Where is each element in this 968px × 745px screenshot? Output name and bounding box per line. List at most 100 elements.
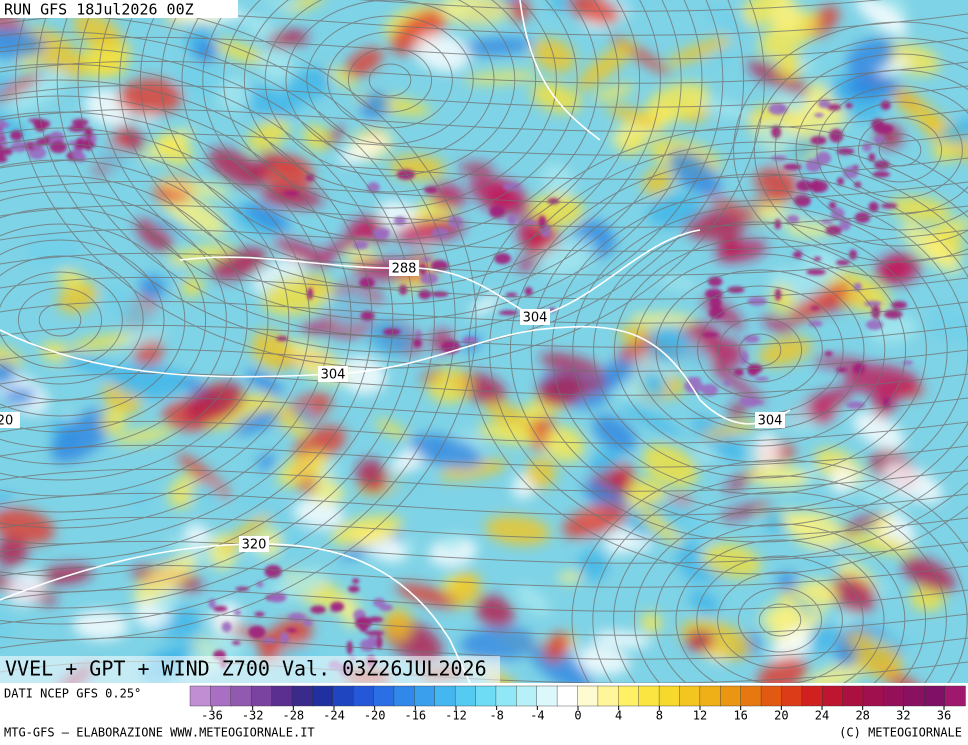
- field-blob: [770, 627, 816, 664]
- field-blob: [2, 387, 37, 406]
- field-blob: [0, 537, 28, 568]
- colorbar-swatch: [393, 685, 416, 707]
- cell: [733, 368, 744, 377]
- cell: [845, 102, 853, 109]
- cell: [261, 637, 278, 644]
- cell: [348, 585, 360, 593]
- streamline: [634, 253, 886, 447]
- cell: [248, 625, 266, 639]
- contour-line: [519, 0, 601, 141]
- streamline: [0, 156, 968, 180]
- field-blob: [606, 104, 662, 128]
- field-blob: [60, 352, 130, 381]
- cell: [814, 112, 824, 118]
- field-blob: [593, 84, 635, 101]
- streamline: [572, 205, 948, 495]
- cell: [826, 103, 842, 111]
- contour-label-box: [318, 366, 348, 382]
- field-blob: [855, 0, 908, 37]
- streamline: [0, 0, 477, 641]
- field-blob: [255, 270, 298, 296]
- field-blob: [117, 78, 183, 116]
- contour-label: 304: [758, 414, 783, 429]
- field-blob: [689, 590, 720, 616]
- colorbar-swatch: [781, 685, 803, 707]
- cell: [71, 118, 89, 127]
- streamline: [530, 173, 968, 527]
- colorbar-swatch: [230, 685, 252, 707]
- cell: [372, 597, 386, 608]
- streamline: [655, 269, 865, 431]
- field-blob: [642, 444, 698, 488]
- cell: [498, 310, 519, 316]
- streamline: [223, 0, 557, 209]
- streamline: [160, 0, 620, 257]
- colorbar-swatch: [475, 685, 497, 707]
- streamline: [0, 588, 968, 612]
- field-blob: [428, 536, 478, 568]
- streamline: [0, 348, 968, 372]
- streamline: [0, 204, 968, 228]
- colorbar-swatch: [536, 685, 558, 707]
- streamline: [306, 15, 474, 145]
- field-blob: [540, 163, 576, 195]
- field-blob: [577, 550, 609, 581]
- streamline: [243, 0, 537, 193]
- streamline: [368, 63, 412, 97]
- field-blob: [181, 276, 204, 297]
- field-blob: [360, 92, 390, 120]
- cell: [310, 605, 326, 614]
- cell: [818, 99, 831, 109]
- colorbar-swatch: [210, 685, 232, 707]
- colorbar-swatch: [862, 685, 885, 707]
- run-label: RUN GFS 18Jul2026 00Z: [4, 1, 194, 19]
- field-blob: [262, 155, 314, 193]
- streamline: [0, 79, 373, 561]
- cell: [420, 272, 438, 285]
- cell: [739, 396, 760, 407]
- field-blob: [576, 41, 634, 91]
- field-blob: [844, 73, 900, 100]
- field-blob: [834, 640, 858, 668]
- field-blob: [427, 367, 472, 404]
- contour-label: 304: [321, 368, 346, 383]
- field-blob: [658, 276, 699, 290]
- streamline: [0, 255, 144, 385]
- cell: [373, 230, 389, 241]
- vertical-velocity-field: [0, 0, 968, 683]
- cell: [902, 360, 914, 365]
- colorbar-swatch: [801, 685, 823, 707]
- streamline: [0, 36, 968, 60]
- streamline: [0, 420, 968, 444]
- cell: [872, 171, 891, 178]
- streamline: [0, 492, 968, 516]
- footer-right: (C) METEOGIORNALE: [839, 726, 962, 740]
- field-blob: [258, 45, 294, 81]
- colorbar-swatch: [903, 685, 925, 707]
- field-blob: [901, 222, 961, 274]
- streamline: [774, 53, 968, 247]
- cell: [75, 137, 85, 150]
- cell: [489, 205, 506, 218]
- cell: [774, 288, 782, 301]
- field-blob: [703, 543, 762, 579]
- cell: [864, 300, 882, 307]
- field-blob: [642, 167, 673, 196]
- field-blob: [232, 409, 281, 435]
- field-blob: [588, 448, 622, 475]
- field-blob: [269, 568, 327, 601]
- contour-label-box: [520, 309, 550, 325]
- field-blob: [0, 359, 16, 386]
- colorbar-swatch: [352, 685, 375, 707]
- cell: [835, 259, 850, 266]
- streamline: [509, 157, 968, 543]
- field-blob: [746, 60, 809, 95]
- field-blob: [395, 583, 463, 608]
- streamline: [0, 63, 394, 577]
- contour-label: 288: [392, 262, 417, 277]
- streamline: [737, 587, 823, 653]
- colorbar-swatch: [944, 685, 966, 707]
- colorbar-swatch: [454, 685, 477, 707]
- cell: [346, 640, 353, 655]
